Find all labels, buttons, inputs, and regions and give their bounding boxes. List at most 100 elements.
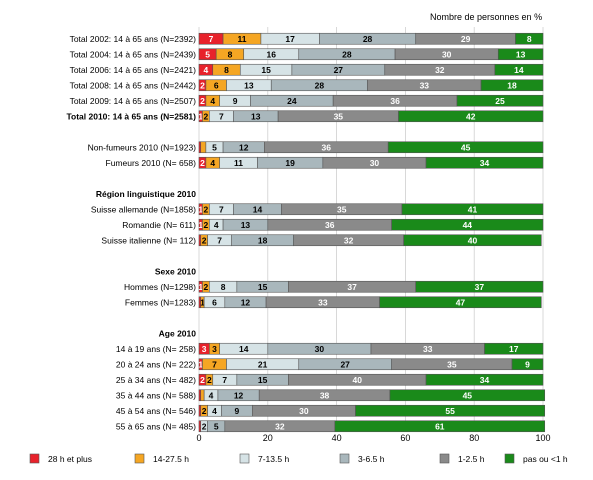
bar-value-label: 6 xyxy=(214,80,219,90)
bar-segment xyxy=(355,404,546,417)
bar-value-label: 11 xyxy=(234,158,243,168)
category-label: 20 à 24 ans (N= 222) xyxy=(116,359,196,369)
bar-value-label: 27 xyxy=(340,359,350,369)
bar-value-label: 27 xyxy=(334,65,344,75)
bar-value-label: 28 xyxy=(363,34,373,44)
bar-value-label: 36 xyxy=(322,142,332,152)
bar-segment xyxy=(200,389,205,402)
bar-value-label: 45 xyxy=(463,390,473,400)
bar-value-label: 7 xyxy=(217,235,222,245)
legend-label: 14-27.5 h xyxy=(153,454,189,464)
bar-value-label: 2 xyxy=(204,282,209,292)
bar-segment xyxy=(200,141,207,154)
bar-segment xyxy=(334,420,546,433)
bar-value-label: 19 xyxy=(285,158,295,168)
bar-value-label: 37 xyxy=(475,282,485,292)
bar-value-label: 13 xyxy=(516,49,526,59)
bar-value-label: 32 xyxy=(435,65,445,75)
legend-label: 7-13.5 h xyxy=(258,454,289,464)
category-label: Hommes (N=1298) xyxy=(124,282,196,292)
bar-value-label: 1 xyxy=(200,297,205,307)
bar-value-label: 3 xyxy=(212,344,217,354)
bar-value-label: 34 xyxy=(480,375,490,385)
category-label: Suisse italienne (N= 112) xyxy=(101,235,196,245)
bar-value-label: 34 xyxy=(480,158,490,168)
bar-segment xyxy=(497,48,544,61)
legend-label: 28 h et plus xyxy=(48,454,92,464)
bar-value-label: 42 xyxy=(466,111,476,121)
x-tick-label: 100 xyxy=(535,433,550,443)
bar-segment xyxy=(387,141,544,154)
bar-value-label: 13 xyxy=(241,220,251,230)
bar-value-label: 32 xyxy=(275,421,285,431)
legend-swatch xyxy=(239,453,250,464)
bar-segment xyxy=(480,79,544,92)
bar-value-label: 9 xyxy=(234,406,239,416)
bar-value-label: 12 xyxy=(241,297,251,307)
bar-value-label: 1 xyxy=(198,220,203,230)
bar-value-label: 55 xyxy=(445,406,455,416)
bar-value-label: 15 xyxy=(258,375,268,385)
bar-segment xyxy=(389,389,546,402)
bar-value-label: 11 xyxy=(238,34,247,44)
category-label: Total 2006: 14 à 65 ans (N=2421) xyxy=(70,65,197,75)
bar-value-label: 30 xyxy=(442,49,452,59)
bar-value-label: 40 xyxy=(468,235,478,245)
bar-value-label: 30 xyxy=(299,406,309,416)
bar-value-label: 45 xyxy=(461,142,471,152)
bar-segment xyxy=(484,342,544,355)
legend-swatch xyxy=(134,453,145,464)
bar-value-label: 4 xyxy=(210,96,215,106)
bar-value-label: 7 xyxy=(219,111,224,121)
bar-value-label: 9 xyxy=(233,96,238,106)
bar-value-label: 33 xyxy=(420,80,430,90)
group-heading: Sexe 2010 xyxy=(155,266,196,276)
category-label: Total 2008: 14 à 65 ans (N=2442) xyxy=(70,80,197,90)
bar-value-label: 2 xyxy=(207,375,212,385)
bar-value-label: 5 xyxy=(212,142,217,152)
bar-value-label: 5 xyxy=(214,421,219,431)
category-label: Femmes (N=1283) xyxy=(125,297,196,307)
bar-value-label: 7 xyxy=(212,359,217,369)
group-heading: Région linguistique 2010 xyxy=(96,189,196,199)
bar-value-label: 16 xyxy=(267,49,277,59)
legend-swatch xyxy=(29,453,40,464)
bar-segment xyxy=(415,280,544,293)
bar-value-label: 32 xyxy=(344,235,354,245)
category-label: Fumeurs 2010 (N= 658) xyxy=(106,158,197,168)
category-label: 25 à 34 ans (N= 482) xyxy=(116,375,196,385)
bar-value-label: 12 xyxy=(239,142,249,152)
legend-swatch xyxy=(504,453,515,464)
bar-value-label: 2 xyxy=(204,220,209,230)
bar-value-label: 41 xyxy=(468,204,478,214)
bar-value-label: 14 xyxy=(253,204,263,214)
bar-segment xyxy=(398,110,544,123)
bar-value-label: 2 xyxy=(200,158,205,168)
bar-value-label: 24 xyxy=(287,96,297,106)
bar-value-label: 33 xyxy=(318,297,328,307)
bar-value-label: 1 xyxy=(198,359,203,369)
bar-segment xyxy=(403,234,542,247)
bar-value-label: 36 xyxy=(390,96,400,106)
x-tick-label: 20 xyxy=(263,433,273,443)
bar-value-label: 17 xyxy=(285,34,295,44)
bar-value-label: 1 xyxy=(198,204,203,214)
category-label: Total 2004: 14 à 65 ans (N=2439) xyxy=(70,49,197,59)
bar-value-label: 4 xyxy=(212,406,217,416)
bar-value-label: 13 xyxy=(251,111,261,121)
bar-value-label: 21 xyxy=(258,359,268,369)
bar-value-label: 2 xyxy=(200,96,205,106)
x-tick-label: 0 xyxy=(196,433,201,443)
bar-segment xyxy=(515,32,544,45)
bar-value-label: 3 xyxy=(202,344,207,354)
bar-value-label: 2 xyxy=(202,421,207,431)
group-heading: Age 2010 xyxy=(159,328,197,338)
legend-label: 3-6.5 h xyxy=(358,454,385,464)
category-label: Suisse allemande (N=1858) xyxy=(91,204,196,214)
bar-value-label: 2 xyxy=(200,375,205,385)
bar-value-label: 28 xyxy=(315,80,325,90)
bar-value-label: 12 xyxy=(234,390,244,400)
bar-value-label: 8 xyxy=(224,65,229,75)
bar-segment xyxy=(511,358,544,371)
